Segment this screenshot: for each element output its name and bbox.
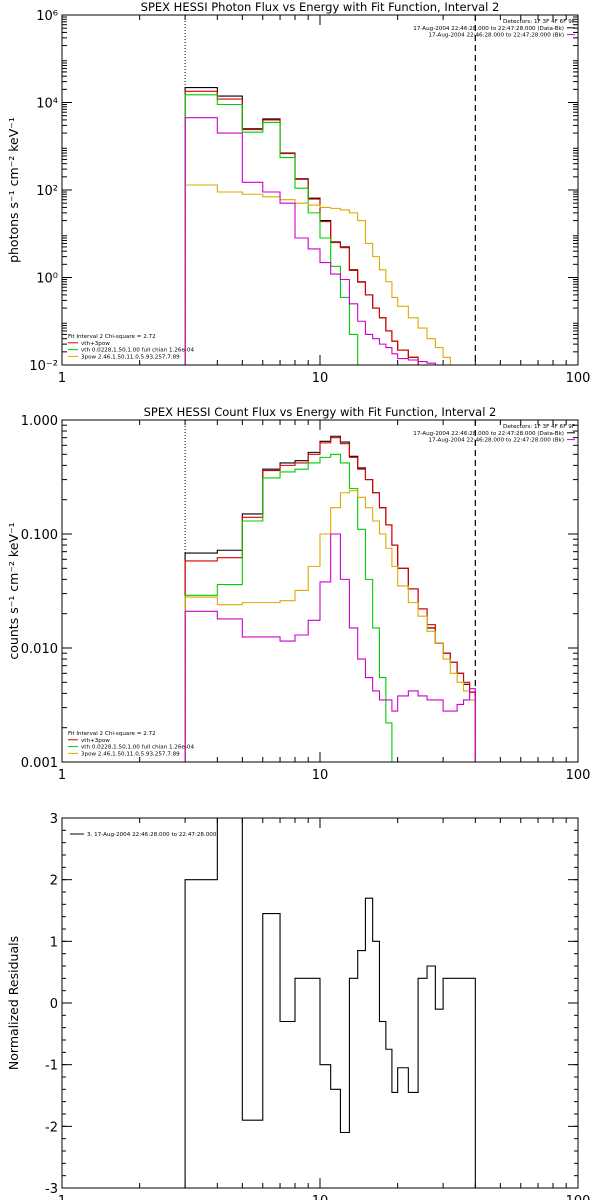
y-tick-label: 1.000 [21,414,58,429]
legend-bottom-left-text: vth+3pow [81,341,110,347]
y-tick-label: 0.100 [21,528,58,543]
plot-frame [61,817,579,1189]
y-tick-label: 10⁻² [29,359,58,374]
legend-top-right-text: 17-Aug-2004 22:46:28.000 to 22:47:28.000… [413,431,564,437]
series-line-3 [184,453,393,762]
x-tick-label: 100 [566,1194,591,1200]
legend-bottom-left-text: vth 0.0228,1.50,1.00 full chian 1.26e-04 [81,745,194,751]
series-group [184,435,476,762]
y-tick-label: 3 [50,812,58,827]
y-tick-label: -1 [45,1059,58,1074]
chart-panel-1: SPEX HESSI Photon Flux vs Energy with Fi… [6,0,591,386]
series-line-4 [184,490,476,762]
series-line-3 [184,94,366,365]
x-tick-label: 100 [566,768,591,783]
legend-top-right-text: Detectors: 1F 3F 4F 6F 9F [503,424,575,430]
y-tick-label: 0.001 [21,756,58,771]
series-group [184,86,451,365]
chart-panel-2: SPEX HESSI Count Flux vs Energy with Fit… [6,405,591,783]
legend-bottom-left-text: 3pow 2.46,1.50,11.0,5.93,257,7.89 [81,354,180,360]
chart-title: SPEX HESSI Photon Flux vs Energy with Fi… [141,0,500,14]
series-line-5 [184,117,436,365]
series-line-2 [184,437,476,762]
chart-title: SPEX HESSI Count Flux vs Energy with Fit… [144,405,497,419]
x-tick-label: 1 [58,371,66,386]
y-tick-label: 10⁶ [36,9,58,24]
y-tick-label: 0.010 [21,642,58,657]
chart-panel-3: Normalized Residuals 1 10 100 -3 -2 -1 0 1 2 3 3. 1… [6,812,591,1204]
plot-frame [61,419,579,763]
x-tick-label: 1 [58,768,66,783]
legend-bottom-left-text: Fit Interval 2 Chi-square = 2.72 [68,334,156,340]
y-tick-label: 10⁴ [36,97,58,112]
y-tick-label: 10⁰ [36,272,58,287]
y-tick-label: 2 [50,874,58,889]
legend-top-left-text: 3. 17-Aug-2004 22:46:28.000 to 22:47:28.… [87,832,217,838]
x-tick-label: 100 [566,371,591,386]
legend-top-right-text: 17-Aug-2004 22:46:28.000 to 22:47:28.000… [428,33,564,39]
y-tick-label: -3 [45,1182,58,1197]
legend-bottom-left-text: vth 0.0228,1.50,1.00 full chian 1.26e-04 [81,348,194,354]
legend-top-right-text: 17-Aug-2004 22:46:28.000 to 22:47:28.000… [428,438,564,444]
y-tick-label: 0 [50,997,58,1012]
y-axis-label: counts s⁻¹ cm⁻² keV⁻¹ [6,522,21,659]
legend-bottom-left-text: vth+3pow [81,738,110,744]
plot-frame [61,14,579,366]
x-tick-label: 10 [312,371,329,386]
y-axis-label: photons s⁻¹ cm⁻² keV⁻¹ [6,117,21,263]
x-tick-label: 10 [312,1194,329,1200]
legend-top-right-text: Detectors: 1F 3F 4F 6F 9F [503,19,575,25]
series-line-1 [184,818,476,1188]
y-tick-label: -2 [45,1120,58,1135]
y-axis-label: Normalized Residuals [6,936,21,1070]
y-tick-label: 1 [50,935,58,950]
y-tick-label: 10² [36,184,58,199]
series-line-5 [184,533,476,762]
series-line-4 [184,184,451,365]
legend-top-right-text: 17-Aug-2004 22:46:28.000 to 22:47:28.000… [413,26,564,32]
series-group [184,818,476,1188]
legend-bottom-left-text: 3pow 2.46,1.50,11.0,5.93,257,7.89 [81,751,180,757]
x-tick-label: 1 [58,1194,66,1200]
legend-bottom-left-text: Fit Interval 2 Chi-square = 2.72 [68,731,156,737]
x-tick-label: 10 [312,768,329,783]
